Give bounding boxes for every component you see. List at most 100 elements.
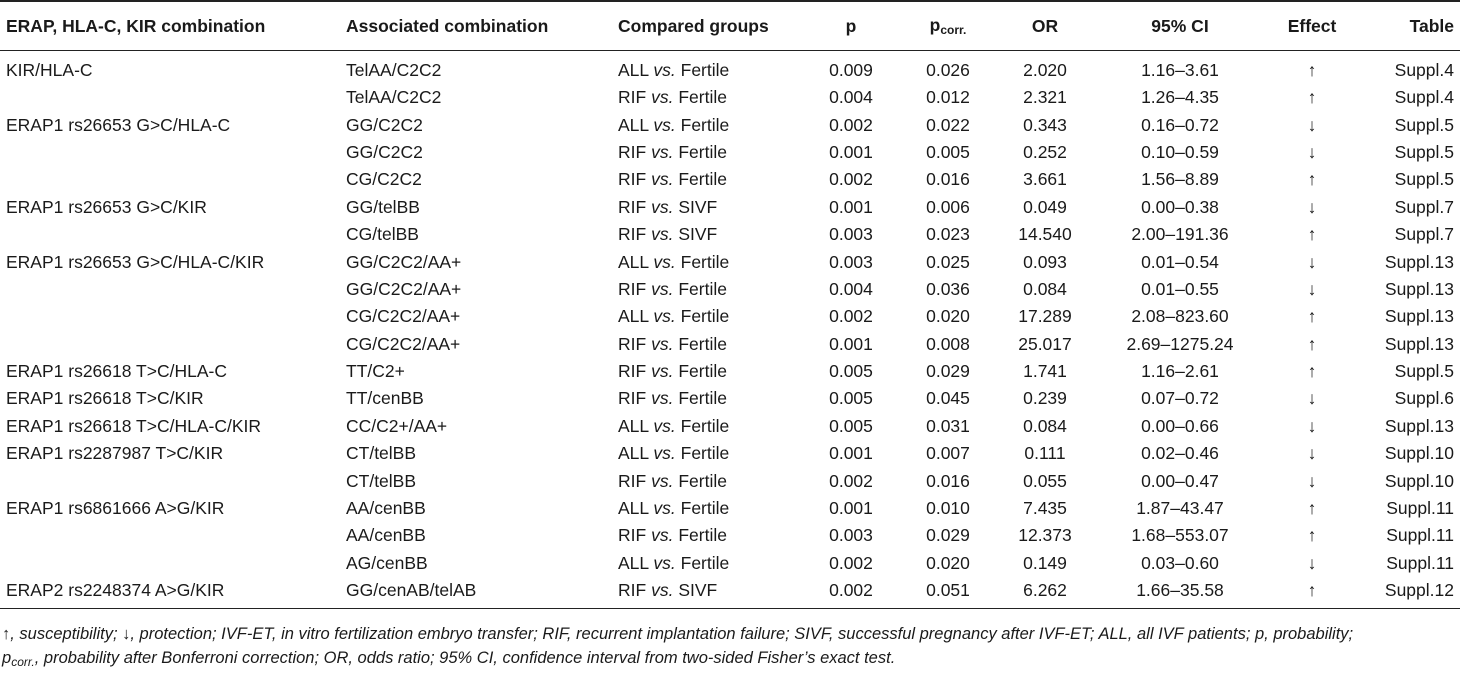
cell-combination	[0, 550, 340, 577]
cell-or: 3.661	[1023, 169, 1067, 190]
cell-effect: ↑	[1307, 169, 1317, 190]
footnote-line-2: pcorr., probability after Bonferroni cor…	[2, 646, 1458, 674]
cell-table: Suppl.4	[1394, 87, 1454, 108]
cell-table: Suppl.11	[1386, 498, 1454, 519]
cell-associated: AA/cenBB	[346, 498, 426, 519]
table-row: CG/C2C2/AA+ RIF vs. Fertile 0.001 0.008 25.0…	[0, 331, 1460, 358]
cell-combination	[0, 221, 340, 248]
table-row: KIR/HLA-C TelAA/C2C2 ALL vs. Fertile 0.009 0…	[0, 51, 1460, 85]
table-row: GG/C2C2/AA+ RIF vs. Fertile 0.004 0.036 0.08…	[0, 276, 1460, 303]
cell-p: 0.001	[829, 141, 873, 162]
header-pcorr-base: p	[929, 15, 941, 35]
cell-effect: ↑	[1307, 60, 1317, 80]
header-pcorr-sub: corr.	[940, 23, 967, 37]
cell-or: 0.239	[1023, 388, 1067, 409]
cell-table: Suppl.13	[1384, 333, 1454, 354]
footnote-p: p	[2, 649, 12, 667]
footnote-line-1: ↑, susceptibility; ↓, protection; IVF-ET…	[2, 625, 1354, 643]
cell-pcorr: 0.020	[926, 552, 970, 573]
cell-table: Suppl.5	[1394, 141, 1454, 162]
cell-ci: 0.01–0.55	[1141, 278, 1219, 299]
cell-or: 25.017	[1018, 333, 1072, 354]
group-b: Fertile	[680, 552, 730, 573]
footnote-rest: , probability after Bonferroni correctio…	[34, 649, 896, 667]
cell-table: Suppl.7	[1394, 196, 1454, 217]
cell-pcorr: 0.008	[926, 333, 970, 354]
cell-combination	[0, 303, 340, 330]
cell-associated: CT/telBB	[346, 443, 417, 464]
cell-effect: ↓	[1307, 251, 1317, 272]
cell-pcorr: 0.045	[926, 388, 970, 409]
cell-or: 14.540	[1018, 224, 1072, 245]
cell-table: Suppl.5	[1394, 114, 1454, 135]
header-p: p	[798, 0, 904, 51]
cell-compared-groups: RIF vs. Fertile	[612, 358, 798, 385]
cell-combination: ERAP1 rs26618 T>C/HLA-C/KIR	[6, 415, 261, 436]
cell-pcorr: 0.016	[926, 470, 970, 491]
group-a: RIF	[618, 141, 647, 162]
cell-table: Suppl.13	[1384, 278, 1454, 299]
cell-ci: 0.00–0.38	[1141, 196, 1219, 217]
cell-ci: 1.26–4.35	[1141, 87, 1219, 108]
group-a: ALL	[618, 415, 649, 436]
table-row: ERAP2 rs2248374 A>G/KIR GG/cenAB/telAB RIF…	[0, 577, 1460, 610]
cell-effect: ↓	[1307, 114, 1317, 135]
header-table: Table	[1362, 0, 1460, 51]
cell-compared-groups: ALL vs. Fertile	[612, 440, 798, 467]
cell-effect: ↓	[1307, 196, 1317, 217]
cell-or: 2.020	[1023, 60, 1067, 80]
table-row: AA/cenBB RIF vs. Fertile 0.003 0.029 12.373 1…	[0, 522, 1460, 549]
cell-ci: 0.02–0.46	[1141, 443, 1219, 464]
cell-p: 0.001	[829, 498, 873, 519]
cell-combination	[0, 166, 340, 193]
group-a: RIF	[618, 224, 647, 245]
cell-ci: 0.03–0.60	[1141, 552, 1219, 573]
cell-p: 0.001	[829, 333, 873, 354]
group-a: RIF	[618, 169, 647, 190]
cell-compared-groups: RIF vs. SIVF	[612, 194, 798, 221]
cell-pcorr: 0.016	[926, 169, 970, 190]
cell-compared-groups: RIF vs. Fertile	[612, 522, 798, 549]
header-effect: Effect	[1262, 0, 1362, 51]
cell-table: Suppl.13	[1384, 251, 1454, 272]
cell-compared-groups: RIF vs. Fertile	[612, 139, 798, 166]
cell-pcorr: 0.005	[926, 141, 970, 162]
header-groups: Compared groups	[612, 0, 798, 51]
cell-combination: ERAP1 rs26653 G>C/HLA-C	[6, 114, 231, 135]
versus: vs.	[651, 278, 674, 299]
cell-effect: ↓	[1307, 278, 1317, 299]
cell-compared-groups: RIF vs. Fertile	[612, 331, 798, 358]
cell-associated: AG/cenBB	[346, 552, 428, 573]
cell-table: Suppl.13	[1384, 306, 1454, 327]
header-pcorr: pcorr.	[904, 0, 992, 51]
cell-table: Suppl.5	[1394, 169, 1454, 190]
cell-ci: 1.68–553.07	[1131, 525, 1229, 546]
cell-table: Suppl.11	[1386, 552, 1454, 573]
group-b: Fertile	[678, 361, 727, 382]
versus: vs.	[651, 87, 674, 108]
group-b: SIVF	[678, 580, 718, 601]
table-row: GG/C2C2 RIF vs. Fertile 0.001 0.005 0.252 0.1…	[0, 139, 1460, 166]
cell-or: 2.321	[1023, 87, 1067, 108]
cell-associated: GG/C2C2	[346, 114, 423, 135]
cell-pcorr: 0.020	[926, 306, 970, 327]
cell-compared-groups: RIF vs. Fertile	[612, 166, 798, 193]
cell-effect: ↑	[1262, 577, 1362, 610]
cell-ci: 1.66–35.58	[1098, 577, 1262, 610]
table-row: CG/telBB RIF vs. SIVF 0.003 0.023 14.540 2.00…	[0, 221, 1460, 248]
cell-or: 12.373	[1018, 525, 1072, 546]
versus: vs.	[653, 498, 676, 519]
group-b: Fertile	[678, 169, 727, 190]
group-a: ALL	[618, 498, 649, 519]
cell-effect: ↑	[1307, 306, 1317, 327]
cell-p: 0.002	[829, 470, 873, 491]
group-b: Fertile	[680, 60, 730, 80]
cell-ci: 2.00–191.36	[1131, 224, 1229, 245]
results-table: ERAP, HLA-C, KIR combination Associated …	[0, 0, 1460, 610]
cell-or: 1.741	[1023, 361, 1067, 382]
group-b: Fertile	[678, 141, 727, 162]
table-row: ERAP1 rs26653 G>C/HLA-C GG/C2C2 ALL vs. Fe…	[0, 111, 1460, 138]
cell-combination	[0, 276, 340, 303]
cell-pcorr: 0.031	[926, 415, 970, 436]
cell-p: 0.002	[829, 552, 873, 573]
